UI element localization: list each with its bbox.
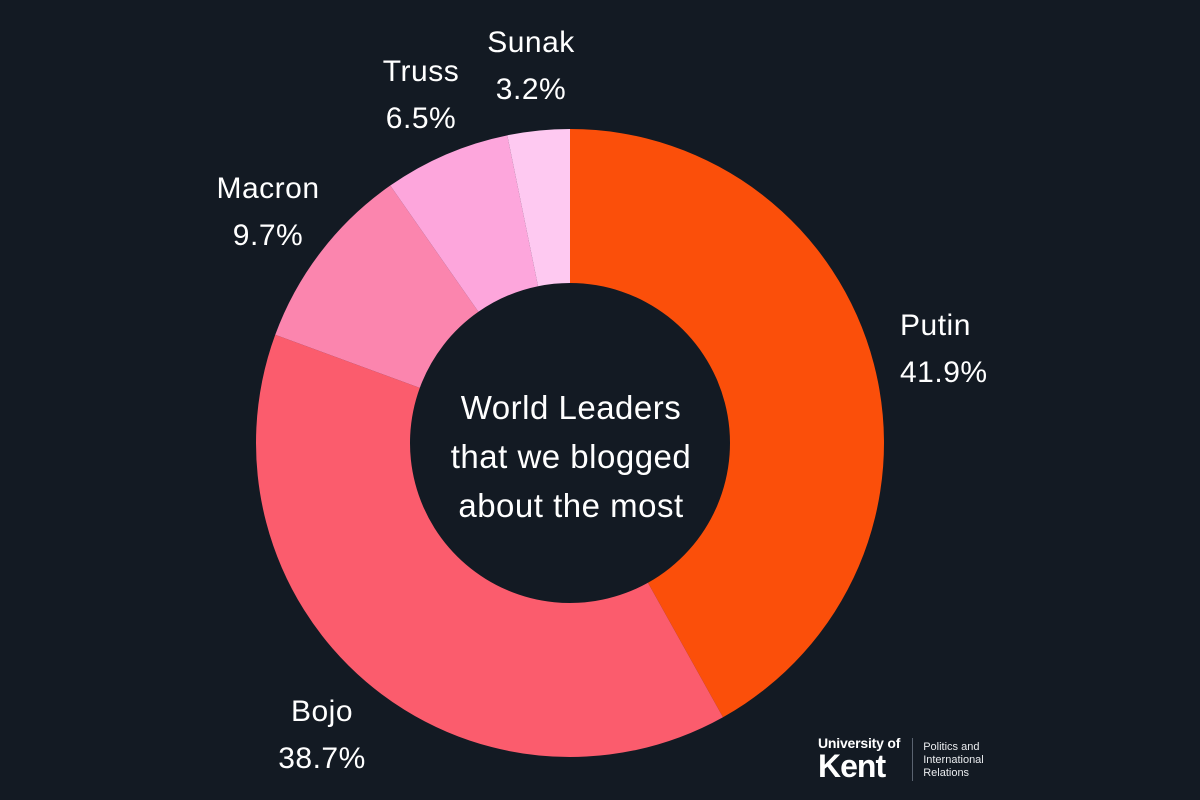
slice-label-bojo: Bojo 38.7% xyxy=(278,688,366,782)
logo-divider xyxy=(912,738,914,781)
university-of-kent-logo: University of Kent Politics and Internat… xyxy=(818,735,984,784)
logo-dept-line-2: International xyxy=(923,754,984,766)
slice-pct-sunak: 3.2% xyxy=(495,73,567,106)
logo-dept-line-3: Relations xyxy=(923,767,970,779)
chart-title-line-3: about the most xyxy=(458,487,684,524)
pie-slice-macron xyxy=(275,185,479,388)
logo-kent-text: Kent xyxy=(818,748,886,784)
logo-department-text: Politics and International Relations xyxy=(923,736,984,781)
kent-wordmark: University of Kent xyxy=(818,735,901,784)
slice-pct-putin: 41.9% xyxy=(900,356,988,389)
slice-name-bojo: Bojo xyxy=(290,695,354,728)
chart-title: World Leaders that we blogged about the … xyxy=(451,383,692,530)
pie-slice-sunak xyxy=(507,129,570,287)
slice-name-macron: Macron xyxy=(216,172,320,205)
logo-university-of-text: University of xyxy=(818,735,901,751)
slice-label-macron: Macron 9.7% xyxy=(216,165,319,259)
slice-label-sunak: Sunak 3.2% xyxy=(487,19,575,113)
slice-label-truss: Truss 6.5% xyxy=(383,48,459,142)
slice-pct-bojo: 38.7% xyxy=(278,742,366,775)
pie-slice-bojo xyxy=(256,334,723,757)
chart-title-line-1: World Leaders xyxy=(460,389,682,426)
pie-slice-putin xyxy=(570,129,884,718)
logo-dept-line-1: Politics and xyxy=(923,741,980,753)
pie-slice-truss xyxy=(390,135,539,312)
slice-label-putin: Putin 41.9% xyxy=(900,302,988,396)
chart-title-line-2: that we blogged xyxy=(450,438,692,475)
slice-pct-truss: 6.5% xyxy=(385,102,457,135)
slice-pct-macron: 9.7% xyxy=(232,219,304,252)
slice-name-sunak: Sunak xyxy=(487,26,575,59)
slice-name-putin: Putin xyxy=(900,309,971,342)
slice-name-truss: Truss xyxy=(382,55,460,88)
